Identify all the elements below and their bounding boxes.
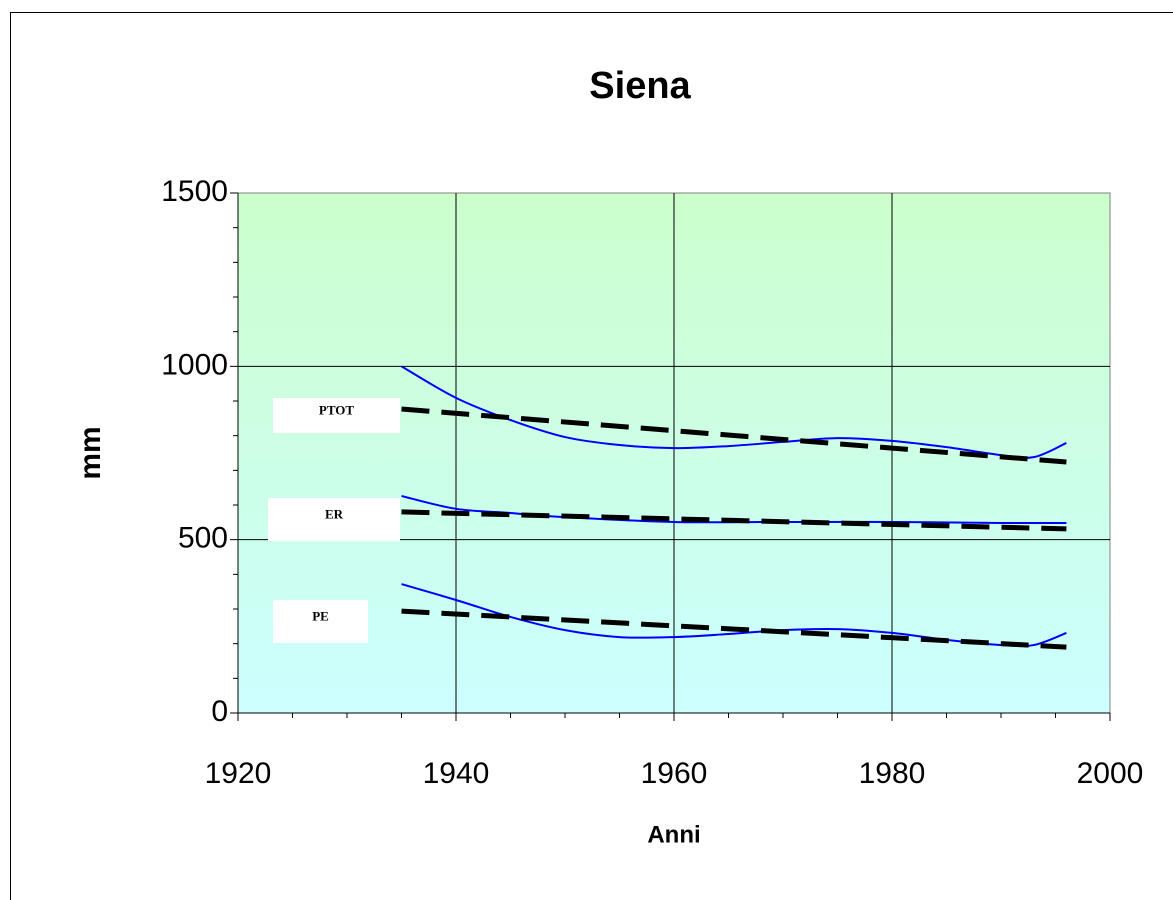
annotation: PE <box>312 608 329 623</box>
x-axis-label: Anni <box>647 821 700 848</box>
x-tick-label: 1980 <box>859 757 926 790</box>
annotation-box <box>273 398 400 433</box>
x-tick-label: 2000 <box>1077 757 1144 790</box>
annotation: ER <box>325 506 344 521</box>
series-line <box>400 365 1067 459</box>
annotation: PTOT <box>319 402 354 417</box>
annotation-box <box>268 498 400 541</box>
annotation-box <box>273 600 368 643</box>
y-tick-label: 1000 <box>161 348 228 381</box>
y-tick-label: 1500 <box>161 175 228 208</box>
trend-line <box>401 406 1067 465</box>
y-tick-label: 0 <box>211 695 228 728</box>
y-axis-label: mm <box>74 426 107 479</box>
trend-line <box>401 608 1067 650</box>
x-tick-label: 1960 <box>641 757 708 790</box>
x-tick-label: 1940 <box>423 757 490 790</box>
chart-title: Siena <box>589 65 691 107</box>
x-tick-label: 1920 <box>205 757 272 790</box>
trend-line <box>401 509 1067 532</box>
series-line <box>401 583 1067 648</box>
y-tick-label: 500 <box>178 522 228 555</box>
